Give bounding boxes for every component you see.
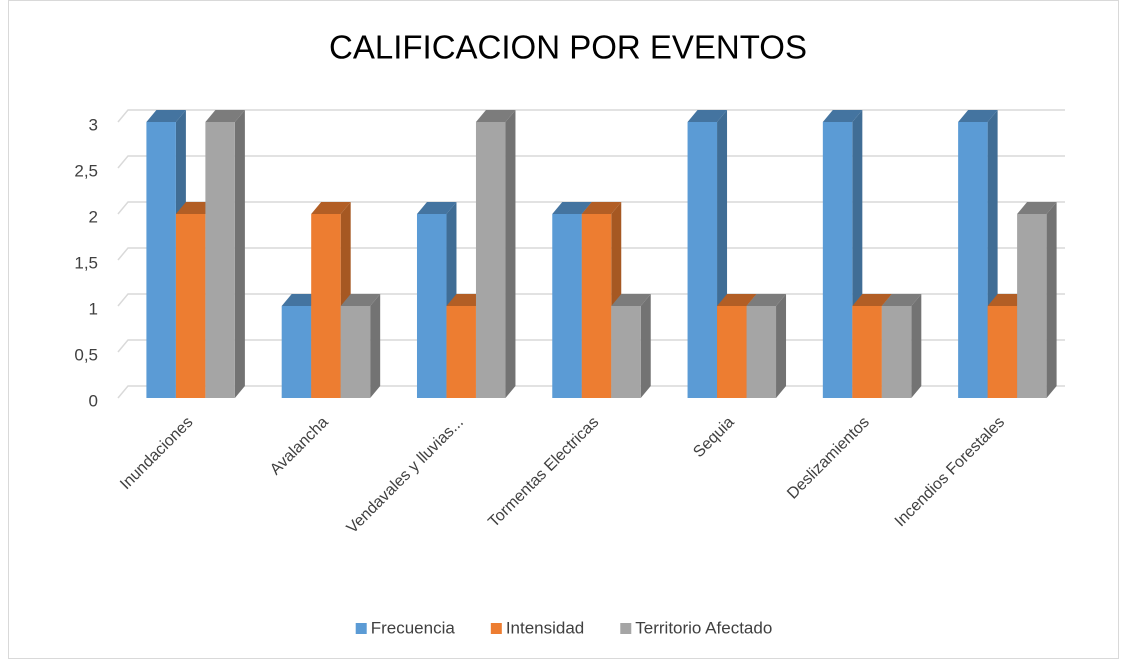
y-tick-label: 1: [89, 299, 98, 318]
y-tick-label: 2,5: [74, 161, 98, 180]
bar: [611, 306, 641, 398]
bar-group: [1017, 202, 1057, 398]
bar-top: [852, 294, 892, 306]
legend-label: Territorio Afectado: [635, 618, 772, 637]
bar-group: [958, 110, 998, 398]
bar-top: [1017, 202, 1057, 214]
bar-group: [611, 294, 651, 398]
y-tick-label: 3: [89, 115, 98, 134]
bar-top: [475, 110, 516, 122]
bar-top: [581, 202, 622, 214]
bar-top: [611, 294, 651, 306]
bar-top: [552, 202, 592, 214]
legend-swatch: [490, 623, 502, 634]
bar: [1017, 214, 1047, 398]
bar: [958, 122, 988, 398]
bar: [746, 306, 777, 398]
bar: [552, 214, 582, 398]
grid-line: [117, 247, 1065, 261]
y-tick-label: 0,5: [74, 345, 98, 364]
bar: [852, 306, 882, 398]
y-tick-label: 1,5: [74, 253, 98, 272]
bar-side: [234, 110, 245, 398]
bar: [717, 306, 747, 398]
bar: [822, 122, 853, 398]
bar-top: [958, 110, 998, 122]
legend-label: Intensidad: [506, 618, 584, 637]
bar-side: [640, 294, 651, 398]
bar: [475, 122, 506, 398]
y-tick-label: 0: [89, 391, 98, 410]
bar: [416, 214, 447, 398]
bar-group: [746, 294, 787, 398]
bar-top: [205, 110, 245, 122]
bar-top: [311, 202, 351, 214]
bar-top: [881, 294, 922, 306]
bar-top: [340, 294, 381, 306]
bar-top: [717, 294, 757, 306]
legend-swatch: [620, 623, 632, 634]
bar-group: [340, 294, 381, 398]
bar: [987, 306, 1018, 398]
bar-side: [911, 294, 922, 398]
bar: [205, 122, 235, 398]
legend-swatch: [355, 623, 367, 634]
bar-group: [881, 294, 922, 398]
bar-group: [205, 110, 245, 398]
chart-title: CALIFICACION POR EVENTOS: [329, 29, 807, 66]
bar: [581, 214, 612, 398]
grid-line: [117, 109, 1065, 123]
bar-group: [475, 110, 516, 398]
grid-line: [117, 155, 1065, 169]
bar: [175, 214, 206, 398]
y-tick-label: 2: [89, 207, 98, 226]
bar-top: [746, 294, 787, 306]
bar-top: [687, 110, 728, 122]
bar-side: [505, 110, 516, 398]
bar: [281, 306, 312, 398]
grid-line: [117, 201, 1065, 215]
bar: [881, 306, 912, 398]
bar-top: [146, 110, 186, 122]
bar-side: [776, 294, 787, 398]
bar-top: [416, 202, 457, 214]
bar: [446, 306, 476, 398]
bar-side: [1046, 202, 1057, 398]
bar-top: [822, 110, 863, 122]
bar: [687, 122, 718, 398]
legend-label: Frecuencia: [371, 618, 456, 637]
bar: [311, 214, 341, 398]
bar: [340, 306, 371, 398]
bar: [146, 122, 176, 398]
bar-side: [370, 294, 381, 398]
